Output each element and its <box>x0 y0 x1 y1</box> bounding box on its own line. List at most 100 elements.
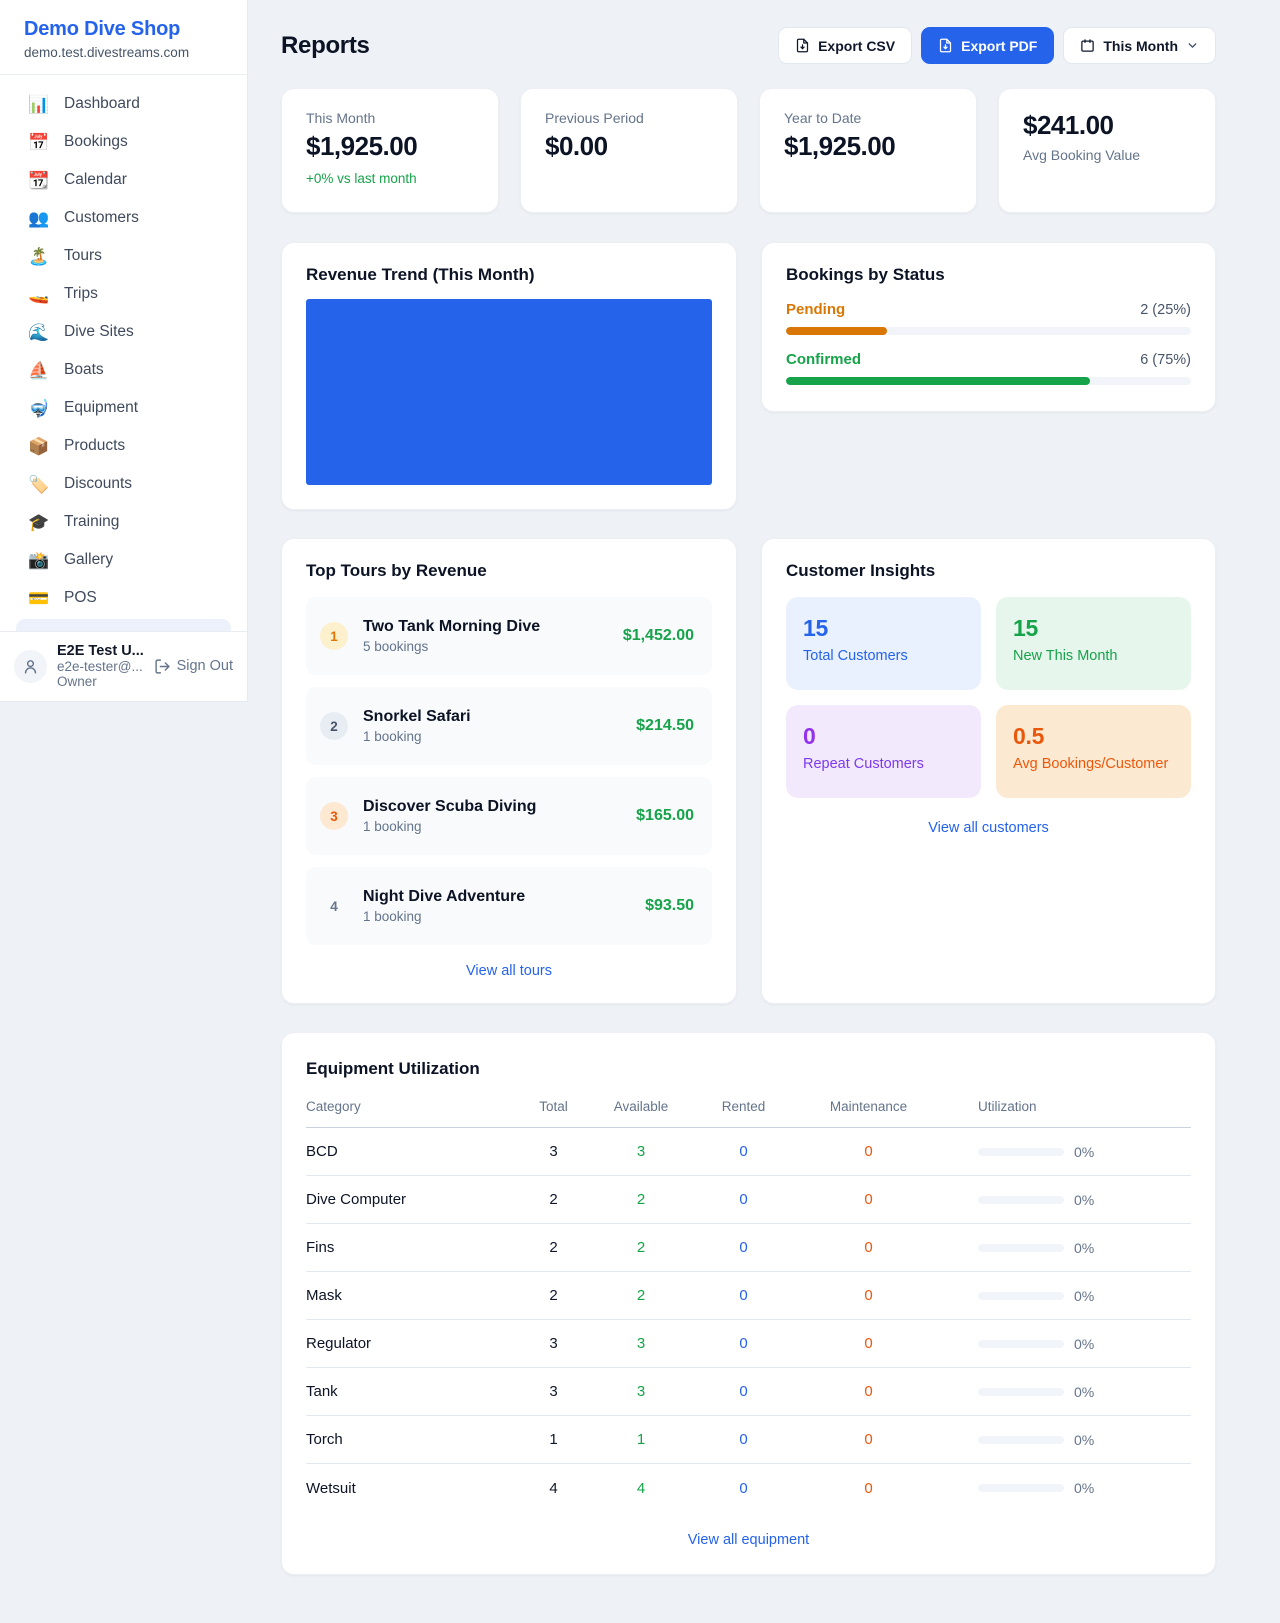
tile-total-customers: 15 Total Customers <box>786 597 981 690</box>
cell-category: Wetsuit <box>306 1479 356 1497</box>
bar-chart-icon: 📊 <box>28 94 50 114</box>
insights-row: Top Tours by Revenue 1 Two Tank Morning … <box>281 538 1216 1004</box>
cell-maintenance: 0 <box>864 1479 873 1497</box>
utilization-bar <box>978 1484 1064 1492</box>
avatar <box>14 649 47 683</box>
stat-value: $0.00 <box>545 131 608 161</box>
cell-available: 2 <box>636 1287 646 1304</box>
sidebar-item-bookings[interactable]: 📅 Bookings <box>16 123 231 161</box>
status-label: Pending <box>786 301 846 318</box>
rank-badge: 2 <box>320 712 348 740</box>
cell-utilization: 0% <box>931 1480 1191 1496</box>
bookings-by-status-title: Bookings by Status <box>786 265 945 284</box>
utilization-percent: 0% <box>1074 1480 1095 1496</box>
file-download-icon <box>796 38 809 53</box>
sidebar-item-reports-partial[interactable] <box>16 619 231 631</box>
view-all-customers-link[interactable]: View all customers <box>928 820 1049 836</box>
export-pdf-button[interactable]: Export PDF <box>921 27 1055 64</box>
shop-name[interactable]: Demo Dive Shop <box>24 18 181 40</box>
cell-maintenance: 0 <box>864 1191 873 1208</box>
island-icon: 🏝️ <box>28 246 50 266</box>
status-count: 2 (25%) <box>1140 302 1191 318</box>
file-download-icon <box>939 38 952 53</box>
header-actions: Export CSV Export PDF This Month <box>778 27 1216 64</box>
period-dropdown[interactable]: This Month <box>1063 27 1216 64</box>
sidebar-item-dashboard[interactable]: 📊 Dashboard <box>16 85 231 123</box>
rank-badge: 4 <box>330 898 338 914</box>
tile-new-this-month: 15 New This Month <box>996 597 1191 690</box>
sidebar-item-customers[interactable]: 👥 Customers <box>16 199 231 237</box>
sidebar-item-label: Customers <box>64 209 139 226</box>
sidebar-item-tours[interactable]: 🏝️ Tours <box>16 237 231 275</box>
tour-revenue: $93.50 <box>645 897 694 914</box>
sidebar-item-calendar[interactable]: 📆 Calendar <box>16 161 231 199</box>
utilization-bar <box>978 1387 1064 1396</box>
tour-row: 2 Snorkel Safari 1 booking $214.50 <box>306 687 712 765</box>
cell-rented: 0 <box>739 1287 748 1304</box>
tile-value: 0 <box>803 723 816 749</box>
tour-name: Two Tank Morning Dive <box>363 618 541 635</box>
log-out-icon <box>154 658 170 674</box>
stat-label: Year to Date <box>784 110 862 126</box>
cell-utilization: 0% <box>931 1240 1191 1256</box>
cell-maintenance: 0 <box>864 1143 873 1160</box>
view-all-equipment-link[interactable]: View all equipment <box>687 1532 810 1548</box>
stat-value: $1,925.00 <box>306 131 418 161</box>
sign-out-button[interactable]: Sign Out <box>154 658 233 675</box>
cell-available: 3 <box>636 1383 646 1400</box>
package-icon: 📦 <box>28 436 50 456</box>
cell-category: Dive Computer <box>306 1191 407 1208</box>
sidebar-header: Demo Dive Shop demo.test.divestreams.com <box>0 0 247 75</box>
user-email: e2e-tester@... <box>57 659 143 674</box>
cell-category: BCD <box>306 1143 338 1160</box>
sidebar-item-products[interactable]: 📦 Products <box>16 427 231 465</box>
view-all-tours-link[interactable]: View all tours <box>466 963 552 979</box>
sidebar-item-pos[interactable]: 💳 POS <box>16 579 231 617</box>
sidebar-item-boats[interactable]: ⛵ Boats <box>16 351 231 389</box>
cell-available: 4 <box>636 1479 646 1497</box>
tile-value: 0.5 <box>1013 723 1045 749</box>
cell-total: 3 <box>549 1335 558 1352</box>
sidebar-item-equipment[interactable]: 🤿 Equipment <box>16 389 231 427</box>
table-row-mask: Mask 2 2 0 0 0% <box>306 1272 1191 1320</box>
stat-value: $241.00 <box>1023 110 1114 140</box>
stat-card-previous-period: Previous Period $0.00 <box>520 88 738 213</box>
table-row-wetsuit: Wetsuit 4 4 0 0 0% <box>306 1464 1191 1512</box>
sidebar-item-training[interactable]: 🎓 Training <box>16 503 231 541</box>
tour-row: 4 Night Dive Adventure 1 booking $93.50 <box>306 867 712 945</box>
column-header-rented: Rented <box>721 1099 766 1114</box>
column-header-maintenance: Maintenance <box>829 1099 908 1114</box>
sidebar-item-discounts[interactable]: 🏷️ Discounts <box>16 465 231 503</box>
status-row-confirmed: Confirmed 6 (75%) <box>786 351 1191 385</box>
sidebar-item-label: Products <box>64 437 126 454</box>
main-content: Reports Export CSV Export PDF <box>248 0 1280 1623</box>
wave-icon: 🌊 <box>28 322 50 342</box>
page-title: Reports <box>281 31 370 59</box>
export-csv-label: Export CSV <box>818 37 896 54</box>
utilization-bar <box>978 1243 1064 1252</box>
table-row-bcd: BCD 3 3 0 0 0% <box>306 1128 1191 1176</box>
cell-rented: 0 <box>739 1335 748 1352</box>
sidebar-item-label: Dashboard <box>64 95 140 112</box>
utilization-percent: 0% <box>1074 1191 1095 1208</box>
tear-off-calendar-icon: 📆 <box>28 170 50 190</box>
export-csv-button[interactable]: Export CSV <box>778 27 913 64</box>
progress-track <box>786 327 1191 335</box>
cell-available: 2 <box>636 1239 646 1256</box>
tile-value: 15 <box>1013 615 1038 641</box>
table-row-torch: Torch 1 1 0 0 0% <box>306 1416 1191 1464</box>
sidebar-item-label: Calendar <box>64 171 127 188</box>
stat-card-year-to-date: Year to Date $1,925.00 <box>759 88 977 213</box>
cell-total: 1 <box>549 1431 558 1448</box>
sidebar-item-label: Training <box>64 513 120 530</box>
top-tours-title: Top Tours by Revenue <box>306 561 487 580</box>
tour-row: 3 Discover Scuba Diving 1 booking $165.0… <box>306 777 712 855</box>
utilization-bar <box>978 1435 1064 1444</box>
sidebar-item-gallery[interactable]: 📸 Gallery <box>16 541 231 579</box>
sidebar-item-trips[interactable]: 🚤 Trips <box>16 275 231 313</box>
sidebar-nav: 📊 Dashboard 📅 Bookings 📆 Calendar 👥 Cust… <box>0 75 247 631</box>
person-icon <box>24 659 37 674</box>
sidebar-item-dive-sites[interactable]: 🌊 Dive Sites <box>16 313 231 351</box>
speedboat-icon: 🚤 <box>28 284 50 304</box>
status-row-pending: Pending 2 (25%) <box>786 301 1191 335</box>
